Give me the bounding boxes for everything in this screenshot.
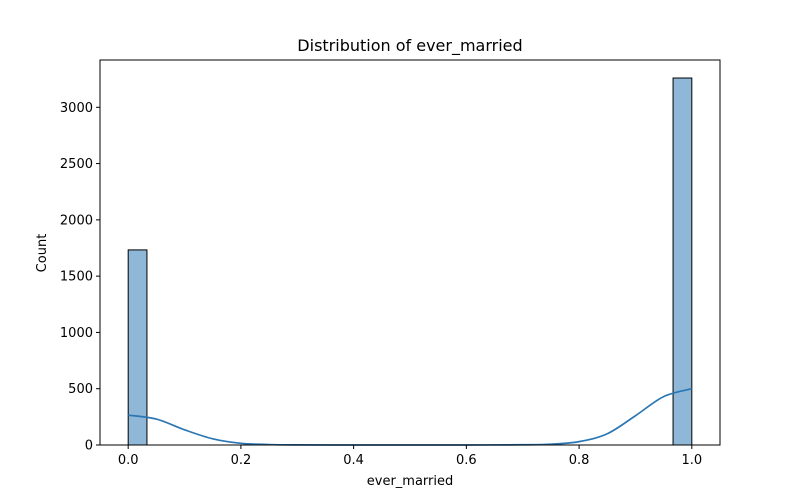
x-tick-label-0: 0.0: [118, 453, 139, 468]
y-tick-label-0: 0: [85, 439, 93, 454]
y-tick-label-5: 2500: [60, 157, 93, 172]
x-tick-label-2: 0.4: [343, 453, 364, 468]
y-tick-label-4: 2000: [60, 213, 93, 228]
y-tick-label-3: 1500: [60, 270, 93, 285]
plot-frame: [99, 59, 721, 446]
y-tick-label-6: 3000: [60, 101, 93, 116]
y-tick-label-2: 1000: [60, 326, 93, 341]
y-axis-label: Count: [35, 234, 50, 273]
x-axis-label: ever_married: [367, 474, 454, 489]
chart-title: Distribution of ever_married: [297, 36, 522, 56]
y-tick-label-1: 500: [68, 382, 93, 397]
kde-line: [128, 387, 693, 446]
plot-area: 0.0 0.2 0.4 0.6 0.8 1.0 0 500 1000 1500 2000 2500 30…: [60, 59, 721, 468]
x-tick-label-4: 0.8: [569, 453, 590, 468]
x-tick-label-5: 1.0: [681, 453, 702, 468]
x-tick-label-1: 0.2: [231, 453, 252, 468]
x-tick-label-3: 0.6: [456, 453, 477, 468]
